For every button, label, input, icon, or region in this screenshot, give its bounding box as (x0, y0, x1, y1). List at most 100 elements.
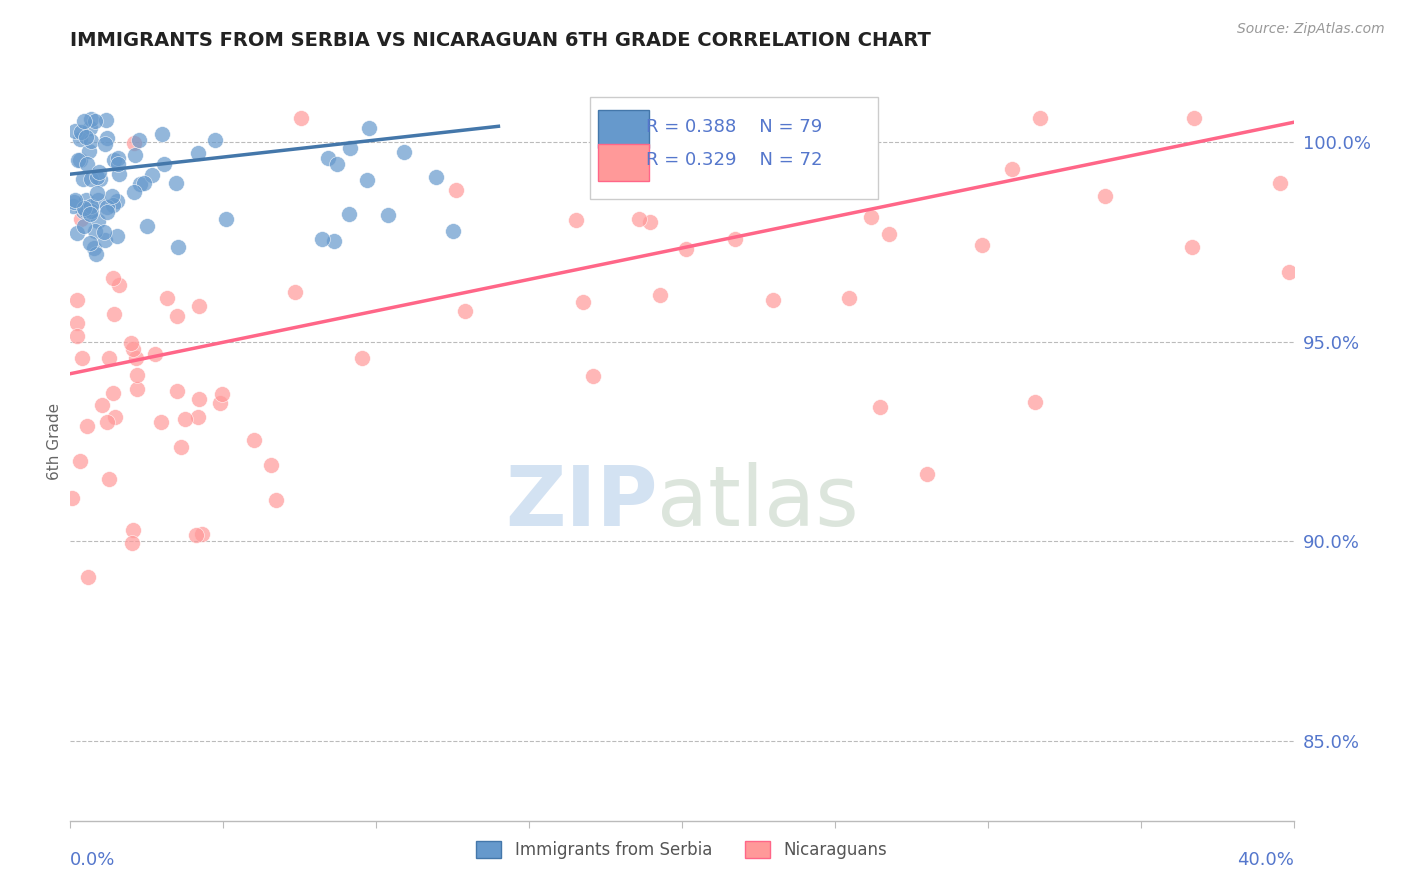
Point (122, 136, 145, 151)
Point (104, 410, 127, 425)
Point (94, 233, 117, 247)
Point (1094, 188, 1116, 202)
Point (264, 492, 287, 507)
Point (66, 317, 89, 331)
Point (284, 285, 307, 299)
Point (96, 200, 118, 214)
Point (66, 227, 89, 241)
Text: R = 0.329    N = 72: R = 0.329 N = 72 (647, 152, 823, 169)
Point (1182, 112, 1205, 126)
Point (762, 293, 785, 307)
Point (63, 124, 86, 138)
Point (98, 351, 121, 365)
Text: 40.0%: 40.0% (1237, 851, 1294, 869)
Point (86, 186, 108, 200)
Point (318, 151, 340, 165)
Point (322, 235, 344, 249)
Point (243, 434, 266, 448)
Point (69, 153, 91, 167)
Point (1268, 176, 1291, 190)
Point (107, 278, 129, 293)
Point (166, 309, 188, 323)
Point (79, 236, 101, 251)
Point (695, 177, 717, 191)
Point (150, 127, 173, 141)
Point (917, 467, 939, 482)
FancyBboxPatch shape (591, 96, 877, 199)
Point (63, 194, 86, 209)
Point (127, 382, 149, 396)
Point (628, 212, 651, 227)
Point (101, 386, 124, 401)
Point (80, 112, 103, 126)
Point (80, 204, 103, 219)
Point (72, 203, 94, 218)
Point (260, 458, 283, 472)
Point (167, 240, 190, 254)
FancyBboxPatch shape (598, 144, 650, 181)
Point (444, 183, 467, 197)
Point (377, 208, 399, 222)
Point (73, 201, 96, 215)
Point (79, 135, 101, 149)
Point (66, 293, 89, 308)
Point (70, 125, 93, 139)
Text: 0.0%: 0.0% (70, 851, 115, 869)
Point (107, 152, 129, 166)
Point (173, 411, 195, 425)
Point (571, 295, 593, 310)
Point (188, 392, 211, 407)
Point (441, 224, 464, 238)
Point (94, 137, 117, 152)
Point (75, 193, 97, 207)
Point (352, 351, 374, 365)
Point (79, 121, 101, 136)
Point (69, 454, 91, 468)
Point (1024, 395, 1046, 409)
Point (215, 212, 238, 227)
Point (187, 299, 209, 313)
Text: IMMIGRANTS FROM SERBIA VS NICARAGUAN 6TH GRADE CORRELATION CHART: IMMIGRANTS FROM SERBIA VS NICARAGUAN 6TH… (70, 30, 931, 50)
Point (326, 157, 349, 171)
Point (79, 207, 101, 221)
Point (166, 384, 188, 399)
Point (121, 536, 143, 550)
Point (93, 225, 115, 239)
Point (107, 156, 129, 170)
Point (73, 219, 96, 233)
Point (63, 194, 86, 208)
Point (394, 145, 416, 159)
Point (122, 342, 145, 356)
Point (72, 113, 94, 128)
FancyBboxPatch shape (598, 111, 650, 148)
Point (96, 415, 118, 429)
Point (675, 242, 697, 256)
Y-axis label: 6th Grade: 6th Grade (46, 403, 62, 480)
Point (141, 169, 163, 183)
Point (80, 172, 103, 186)
Point (84, 246, 107, 260)
Point (90, 398, 112, 412)
Point (89, 165, 111, 179)
Point (122, 523, 145, 537)
Point (60, 491, 83, 505)
Point (69, 212, 91, 227)
Point (120, 335, 142, 350)
Point (165, 176, 187, 190)
Point (124, 351, 146, 365)
Point (103, 307, 125, 321)
Point (359, 121, 381, 136)
Point (1181, 240, 1204, 254)
Point (83, 113, 105, 128)
Point (337, 207, 360, 221)
Point (143, 347, 166, 361)
Point (187, 410, 209, 425)
Point (69, 132, 91, 146)
Point (838, 291, 860, 305)
Point (77, 570, 100, 584)
Point (86, 170, 108, 185)
Point (101, 198, 124, 212)
Point (108, 167, 131, 181)
Point (170, 440, 193, 454)
Point (859, 210, 882, 224)
